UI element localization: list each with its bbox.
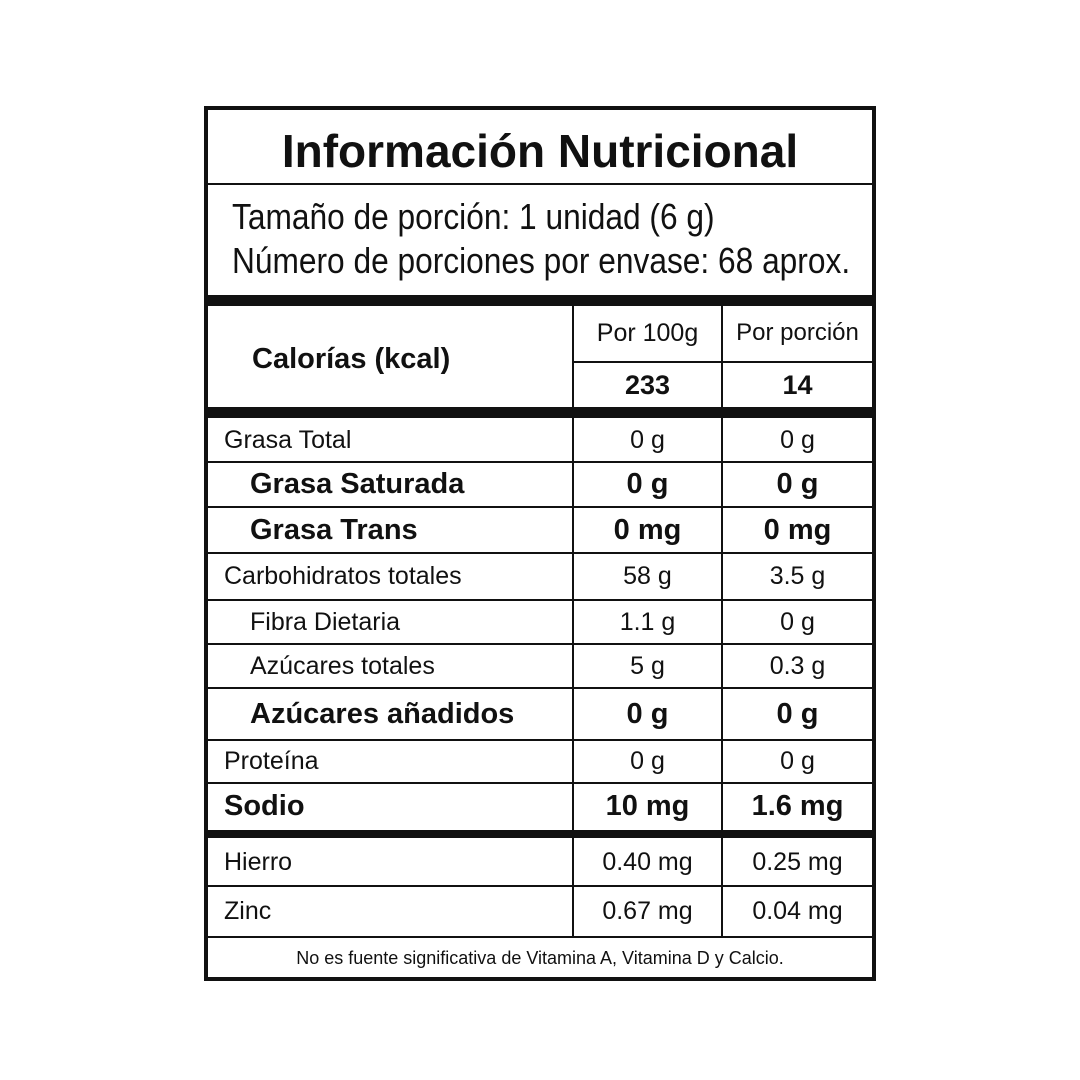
- column-divider: [721, 688, 723, 740]
- column-divider: [572, 783, 574, 830]
- nutrition-facts-label: Información Nutricional Tamaño de porció…: [204, 106, 876, 981]
- column-divider: [721, 740, 723, 783]
- nutrient-label: Fibra Dietaria: [250, 607, 401, 636]
- footnote: No es fuente significativa de Vitamina A…: [296, 948, 784, 968]
- divider: [208, 183, 872, 185]
- column-divider: [721, 507, 723, 553]
- header-per-100g: Por 100g: [596, 318, 699, 347]
- column-divider: [721, 306, 723, 408]
- nutrient-per-serving: 0 g: [776, 468, 819, 500]
- nutrient-label: Grasa Total: [224, 425, 352, 454]
- column-divider: [572, 688, 574, 740]
- nutrient-per-100g: 5 g: [630, 651, 665, 680]
- nutrient-per-serving: 0.25 mg: [752, 847, 843, 876]
- label-title: Información Nutricional: [281, 125, 799, 177]
- thick-divider: [208, 830, 872, 838]
- column-divider: [572, 644, 574, 688]
- nutrient-per-100g: 0 g: [630, 747, 665, 775]
- divider: [208, 782, 872, 784]
- nutrient-label: Proteína: [224, 747, 319, 775]
- nutrient-label: Azúcares añadidos: [250, 697, 515, 730]
- divider: [208, 885, 872, 887]
- nutrient-per-100g: 0 g: [626, 697, 669, 730]
- nutrient-per-100g: 0.40 mg: [602, 847, 693, 876]
- nutrient-per-serving: 0 g: [780, 747, 815, 775]
- nutrient-per-100g: 1.1 g: [619, 607, 676, 636]
- divider: [208, 739, 872, 741]
- nutrient-label: Azúcares totales: [250, 651, 435, 680]
- column-divider: [572, 740, 574, 783]
- column-divider: [572, 838, 574, 886]
- divider: [208, 461, 872, 463]
- nutrient-per-100g: 0 g: [626, 468, 669, 500]
- nutrient-label: Grasa Saturada: [250, 468, 465, 500]
- divider: [208, 936, 872, 938]
- nutrient-label: Carbohidratos totales: [224, 562, 462, 590]
- nutrient-label: Hierro: [224, 847, 293, 876]
- calories-per-100g: 233: [624, 370, 671, 400]
- column-divider: [721, 838, 723, 886]
- column-divider: [721, 462, 723, 507]
- column-divider: [721, 644, 723, 688]
- column-divider: [572, 553, 574, 600]
- nutrient-per-100g: 10 mg: [605, 790, 690, 822]
- nutrient-per-serving: 0 g: [780, 607, 815, 636]
- nutrient-label: Sodio: [224, 790, 305, 822]
- calories-per-serving: 14: [782, 370, 813, 400]
- nutrient-per-serving: 0.3 g: [769, 651, 826, 680]
- column-divider: [721, 783, 723, 830]
- thick-divider: [208, 295, 872, 306]
- divider: [572, 361, 872, 363]
- nutrient-label: Zinc: [224, 896, 272, 925]
- column-divider: [721, 418, 723, 462]
- column-divider: [721, 600, 723, 644]
- nutrient-per-100g: 0 g: [630, 425, 665, 454]
- nutrient-per-serving: 0.04 mg: [752, 896, 843, 925]
- header-per-serving: Por porción: [736, 319, 859, 346]
- calories-label: Calorías (kcal): [252, 343, 451, 375]
- column-divider: [721, 886, 723, 936]
- nutrient-per-serving: 0 g: [776, 697, 819, 730]
- column-divider: [572, 507, 574, 553]
- column-divider: [572, 306, 574, 408]
- column-divider: [572, 886, 574, 936]
- thick-divider: [208, 407, 872, 418]
- divider: [208, 552, 872, 554]
- divider: [208, 599, 872, 601]
- nutrient-per-100g: 0 mg: [613, 513, 682, 546]
- column-divider: [572, 600, 574, 644]
- nutrient-label: Grasa Trans: [250, 513, 418, 546]
- column-divider: [572, 418, 574, 462]
- nutrient-per-serving: 0 mg: [763, 513, 832, 546]
- column-divider: [721, 553, 723, 600]
- divider: [208, 687, 872, 689]
- divider: [208, 643, 872, 645]
- nutrient-per-serving: 3.5 g: [769, 562, 826, 590]
- nutrient-per-serving: 0 g: [780, 425, 815, 454]
- nutrient-per-100g: 58 g: [623, 562, 672, 590]
- servings-per-container: Número de porciones por envase: 68 aprox…: [232, 240, 851, 281]
- nutrient-per-100g: 0.67 mg: [602, 896, 693, 925]
- nutrient-per-serving: 1.6 mg: [751, 790, 844, 822]
- column-divider: [572, 462, 574, 507]
- serving-size: Tamaño de porción: 1 unidad (6 g): [232, 196, 715, 237]
- divider: [208, 506, 872, 508]
